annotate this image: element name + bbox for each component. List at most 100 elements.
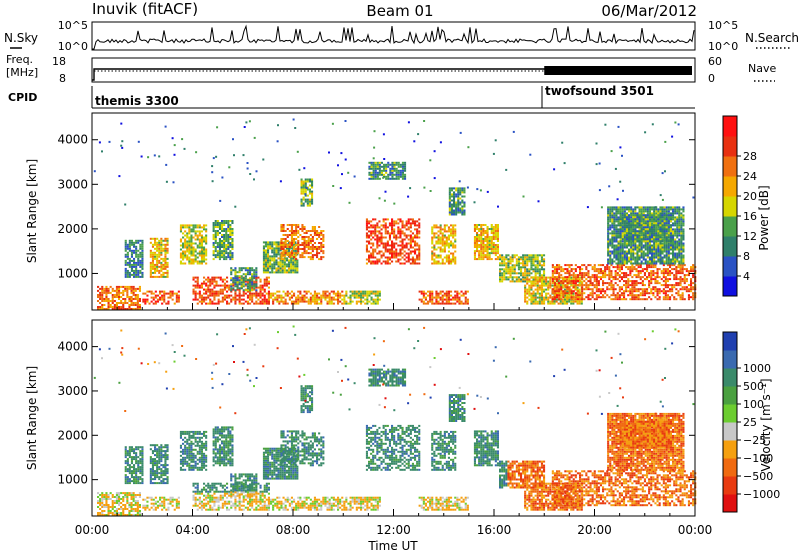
- power-cell: [484, 250, 487, 253]
- power-cell: [503, 258, 506, 261]
- power-cell: [297, 252, 300, 255]
- power-cell: [151, 245, 154, 248]
- power-cell: [445, 260, 448, 263]
- power-cell: [443, 228, 446, 231]
- power-cell: [397, 232, 400, 235]
- power-cell: [675, 292, 678, 295]
- power-cell: [543, 298, 546, 301]
- power-cell: [628, 258, 631, 261]
- power-cell: [652, 274, 655, 277]
- power-cell: [313, 226, 316, 228]
- power-cell: [463, 213, 466, 216]
- power-cell: [574, 294, 577, 297]
- power-cell: [306, 180, 309, 183]
- power-cell: [244, 300, 247, 303]
- power-cell: [231, 240, 234, 242]
- power-cell: [461, 205, 464, 208]
- power-cell: [341, 290, 344, 293]
- power-cell: [630, 208, 633, 211]
- power-cell: [397, 226, 400, 229]
- power-cell: [305, 236, 308, 238]
- power-cell: [543, 302, 546, 305]
- power-cell: [376, 226, 379, 229]
- power-cell: [543, 296, 546, 299]
- power-cell: [225, 244, 228, 246]
- power-cell: [561, 298, 564, 301]
- power-cell: [690, 280, 693, 283]
- power-cell: [536, 260, 539, 263]
- power-cell: [366, 294, 369, 297]
- power-cell: [501, 280, 504, 283]
- power-cell: [130, 267, 133, 270]
- station-title: Inuvik (fitACF): [92, 0, 198, 18]
- power-cell: [162, 247, 165, 250]
- power-cell: [384, 260, 387, 263]
- power-cell: [236, 283, 239, 286]
- power-cell: [437, 294, 440, 297]
- power-cell: [630, 242, 633, 245]
- power-cell: [628, 208, 631, 211]
- power-cell: [231, 248, 234, 250]
- power-cell: [597, 282, 600, 285]
- power-cell: [453, 193, 456, 196]
- power-cell: [452, 256, 455, 259]
- power-cell: [650, 264, 653, 267]
- power-cell: [311, 238, 314, 240]
- power-cell: [280, 242, 283, 244]
- power-cell: [164, 271, 167, 274]
- power-cell: [263, 300, 266, 303]
- power-cell: [543, 272, 546, 275]
- power-cell: [457, 209, 460, 212]
- power-cell: [212, 236, 215, 238]
- power-cell: [633, 282, 636, 285]
- power-cell: [162, 239, 165, 242]
- power-cell: [480, 232, 483, 234]
- power-cell: [407, 222, 410, 225]
- power-cell: [169, 296, 172, 299]
- power-cell: [570, 288, 573, 291]
- power-cell: [435, 232, 438, 235]
- power-cell: [443, 226, 446, 229]
- power-cell: [532, 264, 535, 267]
- power-cell: [620, 266, 623, 269]
- power-cell: [528, 292, 531, 295]
- power-cell: [214, 250, 217, 253]
- power-cell: [393, 236, 396, 239]
- power-cell: [522, 260, 525, 263]
- power-cell: [480, 244, 483, 246]
- power-cell: [391, 242, 394, 245]
- power-cell: [308, 190, 311, 193]
- power-cell: [501, 258, 504, 261]
- power-cell: [401, 173, 404, 176]
- power-cell: [604, 266, 607, 269]
- power-cell: [610, 270, 613, 273]
- power-cell: [207, 288, 210, 291]
- power-cell: [617, 208, 620, 211]
- power-cell: [269, 263, 272, 266]
- power-cell: [411, 250, 414, 253]
- power-cell: [496, 226, 499, 228]
- power-cell: [240, 277, 243, 280]
- power-cell: [200, 300, 203, 303]
- power-cell: [613, 240, 616, 243]
- power-cell: [560, 280, 563, 283]
- power-cell: [613, 252, 616, 255]
- power-cell: [664, 272, 667, 275]
- power-cell: [107, 287, 110, 290]
- power-cell: [244, 292, 247, 295]
- power-cell: [280, 240, 283, 242]
- power-cell: [126, 255, 129, 258]
- power-cell: [376, 246, 379, 249]
- power-cell: [545, 284, 548, 287]
- power-cell: [267, 294, 270, 297]
- power-cell: [341, 294, 344, 297]
- power-cell: [242, 302, 245, 305]
- power-cell: [128, 257, 131, 260]
- power-cell: [326, 302, 329, 305]
- power-cell: [225, 252, 228, 255]
- power-cell: [607, 208, 610, 211]
- power-cell: [602, 294, 605, 297]
- power-cell: [226, 284, 229, 287]
- power-cell: [209, 284, 212, 287]
- power-cell: [384, 232, 387, 235]
